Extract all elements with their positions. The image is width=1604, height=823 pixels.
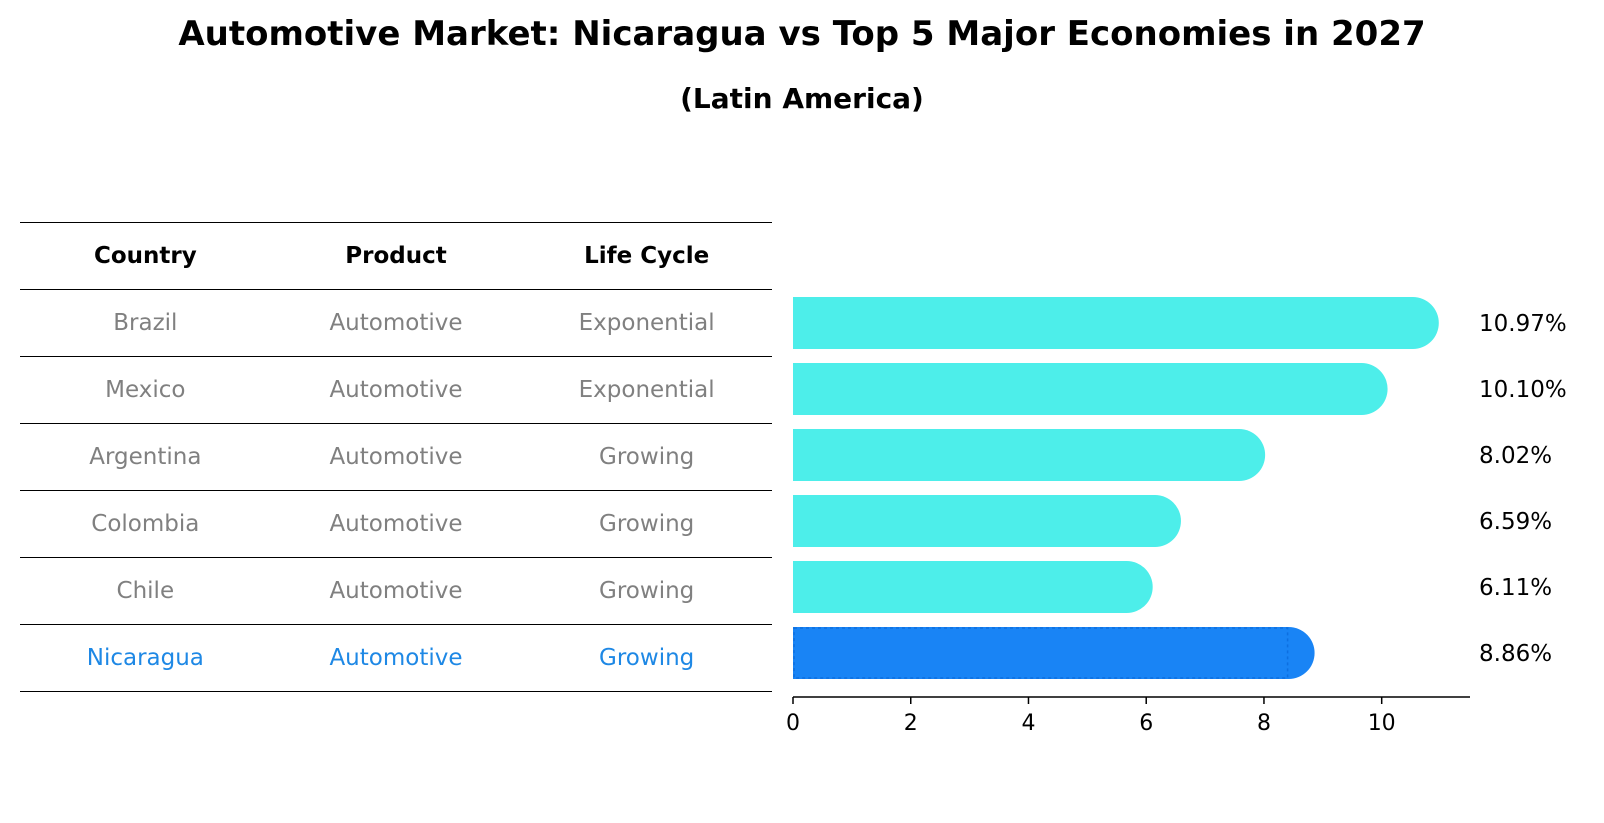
data-label: 10.97% xyxy=(1479,311,1567,337)
table-row: Argentina Automotive Growing xyxy=(20,423,772,491)
cell-country: Nicaragua xyxy=(20,624,271,692)
cell-product: Automotive xyxy=(270,356,522,424)
cell-country: Brazil xyxy=(20,289,271,357)
data-label: 10.10% xyxy=(1479,377,1567,403)
column-header-country: Country xyxy=(20,222,271,290)
table-row: Brazil Automotive Exponential xyxy=(20,289,772,357)
cell-product: Automotive xyxy=(270,423,522,491)
data-label: 8.86% xyxy=(1479,641,1552,667)
bar xyxy=(793,495,1181,547)
x-tick-label: 0 xyxy=(786,711,800,736)
table-row: Mexico Automotive Exponential xyxy=(20,356,772,424)
data-label: 6.59% xyxy=(1479,509,1552,535)
chart-subtitle: (Latin America) xyxy=(680,82,924,115)
x-tick-label: 6 xyxy=(1139,711,1153,736)
column-header-life-cycle: Life Cycle xyxy=(521,222,772,290)
cell-life-cycle: Growing xyxy=(521,624,772,692)
bar xyxy=(793,363,1388,415)
cell-product: Automotive xyxy=(270,557,522,625)
cell-country: Argentina xyxy=(20,423,271,491)
data-label: 6.11% xyxy=(1479,575,1552,601)
cell-country: Colombia xyxy=(20,490,271,558)
cell-life-cycle: Exponential xyxy=(521,289,772,357)
cell-product: Automotive xyxy=(270,490,522,558)
table-row: Colombia Automotive Growing xyxy=(20,490,772,558)
table-header-row: Country Product Life Cycle xyxy=(20,222,772,290)
x-tick-label: 8 xyxy=(1257,711,1271,736)
x-tick-label: 4 xyxy=(1021,711,1035,736)
bar xyxy=(793,627,1315,679)
chart-title: Automotive Market: Nicaragua vs Top 5 Ma… xyxy=(178,14,1426,54)
cell-life-cycle: Growing xyxy=(521,490,772,558)
cell-life-cycle: Growing xyxy=(521,423,772,491)
cell-product: Automotive xyxy=(270,624,522,692)
cell-country: Chile xyxy=(20,557,271,625)
bar xyxy=(793,429,1266,481)
bar xyxy=(793,297,1439,349)
cell-life-cycle: Growing xyxy=(521,557,772,625)
comparison-table: Country Product Life Cycle Brazil Automo… xyxy=(20,222,772,692)
data-label: 8.02% xyxy=(1479,443,1552,469)
cell-country: Mexico xyxy=(20,356,271,424)
cell-product: Automotive xyxy=(270,289,522,357)
cell-life-cycle: Exponential xyxy=(521,356,772,424)
table-row-highlight: Nicaragua Automotive Growing xyxy=(20,624,772,692)
x-tick-label: 10 xyxy=(1368,711,1396,736)
x-tick-label: 2 xyxy=(904,711,918,736)
table-row: Chile Automotive Growing xyxy=(20,557,772,625)
column-header-product: Product xyxy=(270,222,522,290)
bar-highlight-outline xyxy=(793,627,1289,679)
bar xyxy=(793,561,1153,613)
